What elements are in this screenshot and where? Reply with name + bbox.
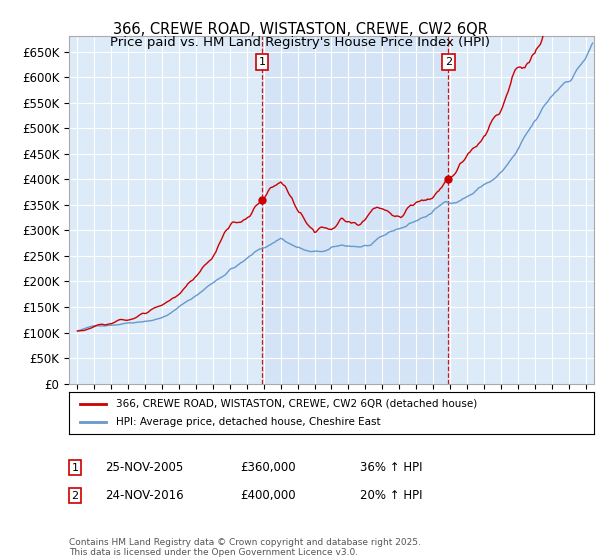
Text: 20% ↑ HPI: 20% ↑ HPI xyxy=(360,489,422,502)
Text: Price paid vs. HM Land Registry's House Price Index (HPI): Price paid vs. HM Land Registry's House … xyxy=(110,36,490,49)
Text: 1: 1 xyxy=(71,463,79,473)
Text: 366, CREWE ROAD, WISTASTON, CREWE, CW2 6QR (detached house): 366, CREWE ROAD, WISTASTON, CREWE, CW2 6… xyxy=(116,399,478,409)
Text: HPI: Average price, detached house, Cheshire East: HPI: Average price, detached house, Ches… xyxy=(116,417,381,427)
Text: 366, CREWE ROAD, WISTASTON, CREWE, CW2 6QR: 366, CREWE ROAD, WISTASTON, CREWE, CW2 6… xyxy=(113,22,487,38)
Text: 1: 1 xyxy=(259,57,266,67)
Text: 36% ↑ HPI: 36% ↑ HPI xyxy=(360,461,422,474)
Text: 2: 2 xyxy=(71,491,79,501)
Text: 2: 2 xyxy=(445,57,452,67)
Text: £400,000: £400,000 xyxy=(240,489,296,502)
Text: 25-NOV-2005: 25-NOV-2005 xyxy=(105,461,183,474)
Bar xyxy=(262,36,448,384)
Text: £360,000: £360,000 xyxy=(240,461,296,474)
Text: Contains HM Land Registry data © Crown copyright and database right 2025.
This d: Contains HM Land Registry data © Crown c… xyxy=(69,538,421,557)
Text: 24-NOV-2016: 24-NOV-2016 xyxy=(105,489,184,502)
